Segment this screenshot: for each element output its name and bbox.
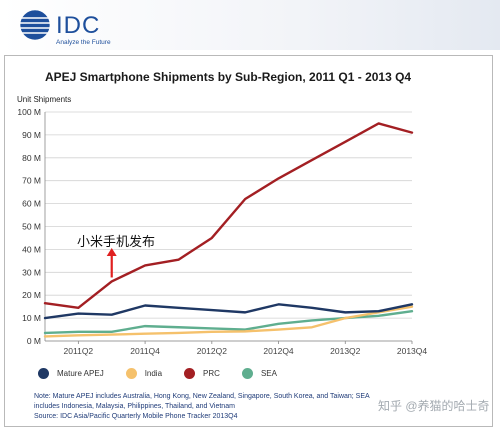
note-line-1: Note: Mature APEJ includes Australia, Ho… [34, 393, 370, 400]
chart-note: Note: Mature APEJ includes Australia, Ho… [34, 392, 489, 422]
x-tick-label: 2013Q2 [330, 346, 361, 356]
brand-name: IDC [56, 12, 100, 39]
header-band [0, 0, 500, 50]
legend-swatch [241, 367, 253, 379]
watermark: 知乎 @养猫的哈士奇 [378, 399, 490, 413]
annotation-arrow-head [106, 248, 117, 256]
series-line-mature-apej [43, 303, 414, 320]
legend-item: PRC [184, 367, 220, 379]
y-tick-label: 70 M [22, 176, 41, 186]
legend-label: PRC [203, 368, 220, 378]
idc-logo: IDC Analyze the Future [18, 8, 128, 46]
y-axis-label: Unit Shipments [17, 95, 72, 104]
note-line-3: Source: IDC Asia/Pacific Quarterly Mobil… [34, 413, 238, 420]
legend-label: India [144, 368, 163, 378]
chart-frame [4, 55, 493, 427]
x-tick-label: 2013Q4 [397, 346, 428, 356]
y-tick-label: 10 M [22, 313, 41, 323]
legend-swatch [125, 367, 137, 379]
x-tick-label: 2012Q4 [263, 346, 294, 356]
y-tick-label: 30 M [22, 267, 41, 277]
series-line-india [43, 305, 414, 338]
y-tick-label: 0 M [27, 336, 41, 346]
legend-swatch [184, 367, 196, 379]
legend-label: Mature APEJ [57, 368, 104, 378]
y-tick-label: 50 M [22, 222, 41, 232]
globe-icon [19, 9, 51, 41]
note-line-2: includes Indonesia, Malaysia, Philippine… [34, 403, 235, 410]
series-line-prc [43, 122, 414, 309]
brand-tagline: Analyze the Future [56, 39, 111, 46]
x-tick-label: 2011Q4 [130, 346, 160, 356]
x-tick-label: 2012Q2 [197, 346, 228, 356]
annotation-label: 小米手机发布 [77, 234, 155, 250]
legend-item: SEA [241, 367, 277, 379]
chart-title: APEJ Smartphone Shipments by Sub-Region,… [45, 70, 412, 84]
y-tick-label: 100 M [17, 107, 41, 117]
legend-label: SEA [260, 368, 277, 378]
y-tick-label: 80 M [22, 153, 41, 163]
y-tick-label: 90 M [22, 130, 41, 140]
legend-item: Mature APEJ [38, 367, 104, 379]
y-tick-label: 20 M [22, 290, 41, 300]
x-tick-label: 2011Q2 [64, 346, 94, 356]
y-tick-label: 40 M [22, 244, 41, 254]
legend-swatch [38, 367, 49, 379]
y-tick-label: 60 M [22, 199, 41, 209]
chart-legend: Mature APEJ India PRC SEA [38, 366, 299, 380]
legend-item: India [125, 367, 163, 379]
